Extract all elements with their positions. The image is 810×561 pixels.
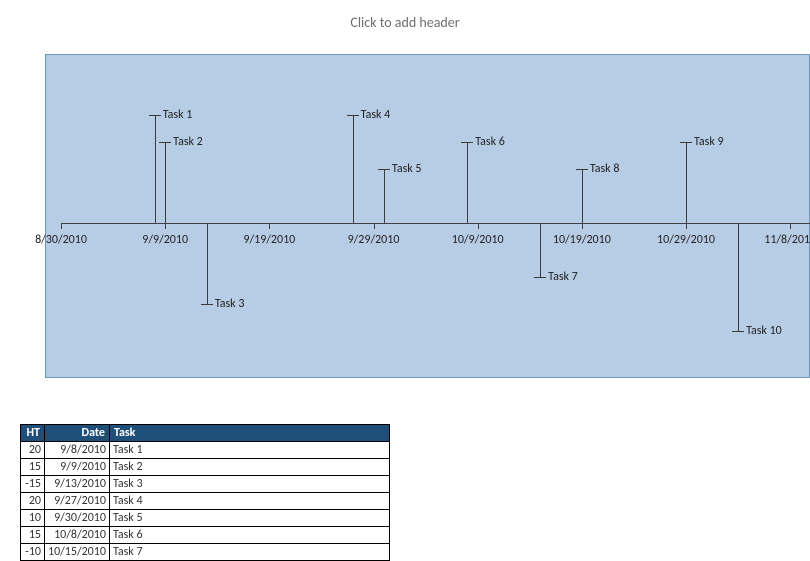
x-tick-label: 9/29/2010 (348, 233, 400, 247)
cell-task: Task 5 (109, 510, 389, 527)
task-stem (738, 223, 739, 331)
task-label: Task 9 (694, 135, 724, 149)
cell-ht: 10 (21, 510, 45, 527)
x-tick (478, 223, 479, 229)
x-tick-label: 9/19/2010 (243, 233, 295, 247)
task-label: Task 3 (215, 297, 245, 311)
task-cap (159, 142, 171, 143)
cell-date: 9/30/2010 (45, 510, 110, 527)
cell-date: 10/8/2010 (45, 527, 110, 544)
cell-date: 9/13/2010 (45, 476, 110, 493)
col-header-ht: HT (21, 425, 45, 442)
task-data-table: HT Date Task 209/8/2010Task 1159/9/2010T… (20, 424, 390, 561)
timeline-chart[interactable]: 8/30/20109/9/20109/19/20109/29/201010/9/… (45, 54, 810, 378)
task-stem (165, 142, 166, 223)
cell-task: Task 1 (109, 442, 389, 459)
x-axis (61, 223, 810, 224)
cell-task: Task 3 (109, 476, 389, 493)
task-cap (576, 169, 588, 170)
cell-date: 10/15/2010 (45, 544, 110, 561)
task-cap (149, 115, 161, 116)
task-label: Task 6 (475, 135, 505, 149)
task-cap (347, 115, 359, 116)
task-label: Task 1 (163, 108, 193, 122)
x-tick-label: 8/30/2010 (35, 233, 87, 247)
task-cap (732, 331, 744, 332)
x-tick (269, 223, 270, 229)
table-row: 1510/8/2010Task 6 (21, 527, 390, 544)
task-stem (686, 142, 687, 223)
table-row: 209/27/2010Task 4 (21, 493, 390, 510)
cell-ht: -15 (21, 476, 45, 493)
cell-ht: 20 (21, 493, 45, 510)
task-stem (207, 223, 208, 304)
x-tick-label: 10/9/2010 (452, 233, 504, 247)
task-cap (680, 142, 692, 143)
x-tick-label: 9/9/2010 (142, 233, 188, 247)
table-row: 109/30/2010Task 5 (21, 510, 390, 527)
task-label: Task 4 (361, 108, 391, 122)
task-label: Task 2 (173, 135, 203, 149)
cell-task: Task 2 (109, 459, 389, 476)
cell-date: 9/9/2010 (45, 459, 110, 476)
task-label: Task 8 (590, 162, 620, 176)
task-cap (534, 277, 546, 278)
cell-task: Task 7 (109, 544, 389, 561)
x-tick-label: 10/19/2010 (553, 233, 611, 247)
table-row: -1010/15/2010Task 7 (21, 544, 390, 561)
col-header-date: Date (45, 425, 110, 442)
task-stem (384, 169, 385, 223)
cell-date: 9/8/2010 (45, 442, 110, 459)
table-row: 209/8/2010Task 1 (21, 442, 390, 459)
x-tick (686, 223, 687, 229)
col-header-task: Task (109, 425, 389, 442)
cell-task: Task 6 (109, 527, 389, 544)
task-cap (461, 142, 473, 143)
task-stem (540, 223, 541, 277)
cell-ht: 15 (21, 527, 45, 544)
task-cap (201, 304, 213, 305)
task-stem (155, 115, 156, 223)
x-tick (790, 223, 791, 229)
x-tick-label: 11/8/2010 (764, 233, 810, 247)
cell-ht: 20 (21, 442, 45, 459)
x-tick (61, 223, 62, 229)
cell-task: Task 4 (109, 493, 389, 510)
x-tick (582, 223, 583, 229)
task-stem (582, 169, 583, 223)
task-stem (353, 115, 354, 223)
x-tick (165, 223, 166, 229)
x-tick-label: 10/29/2010 (657, 233, 715, 247)
task-label: Task 10 (746, 324, 782, 338)
header-placeholder[interactable]: Click to add header (0, 14, 810, 31)
cell-ht: -10 (21, 544, 45, 561)
task-label: Task 5 (392, 162, 422, 176)
cell-ht: 15 (21, 459, 45, 476)
task-stem (467, 142, 468, 223)
task-cap (378, 169, 390, 170)
table-row: 159/9/2010Task 2 (21, 459, 390, 476)
table-row: -159/13/2010Task 3 (21, 476, 390, 493)
task-label: Task 7 (548, 270, 578, 284)
table-header-row: HT Date Task (21, 425, 390, 442)
chart-plot-area: 8/30/20109/9/20109/19/20109/29/201010/9/… (46, 55, 809, 377)
cell-date: 9/27/2010 (45, 493, 110, 510)
x-tick (374, 223, 375, 229)
